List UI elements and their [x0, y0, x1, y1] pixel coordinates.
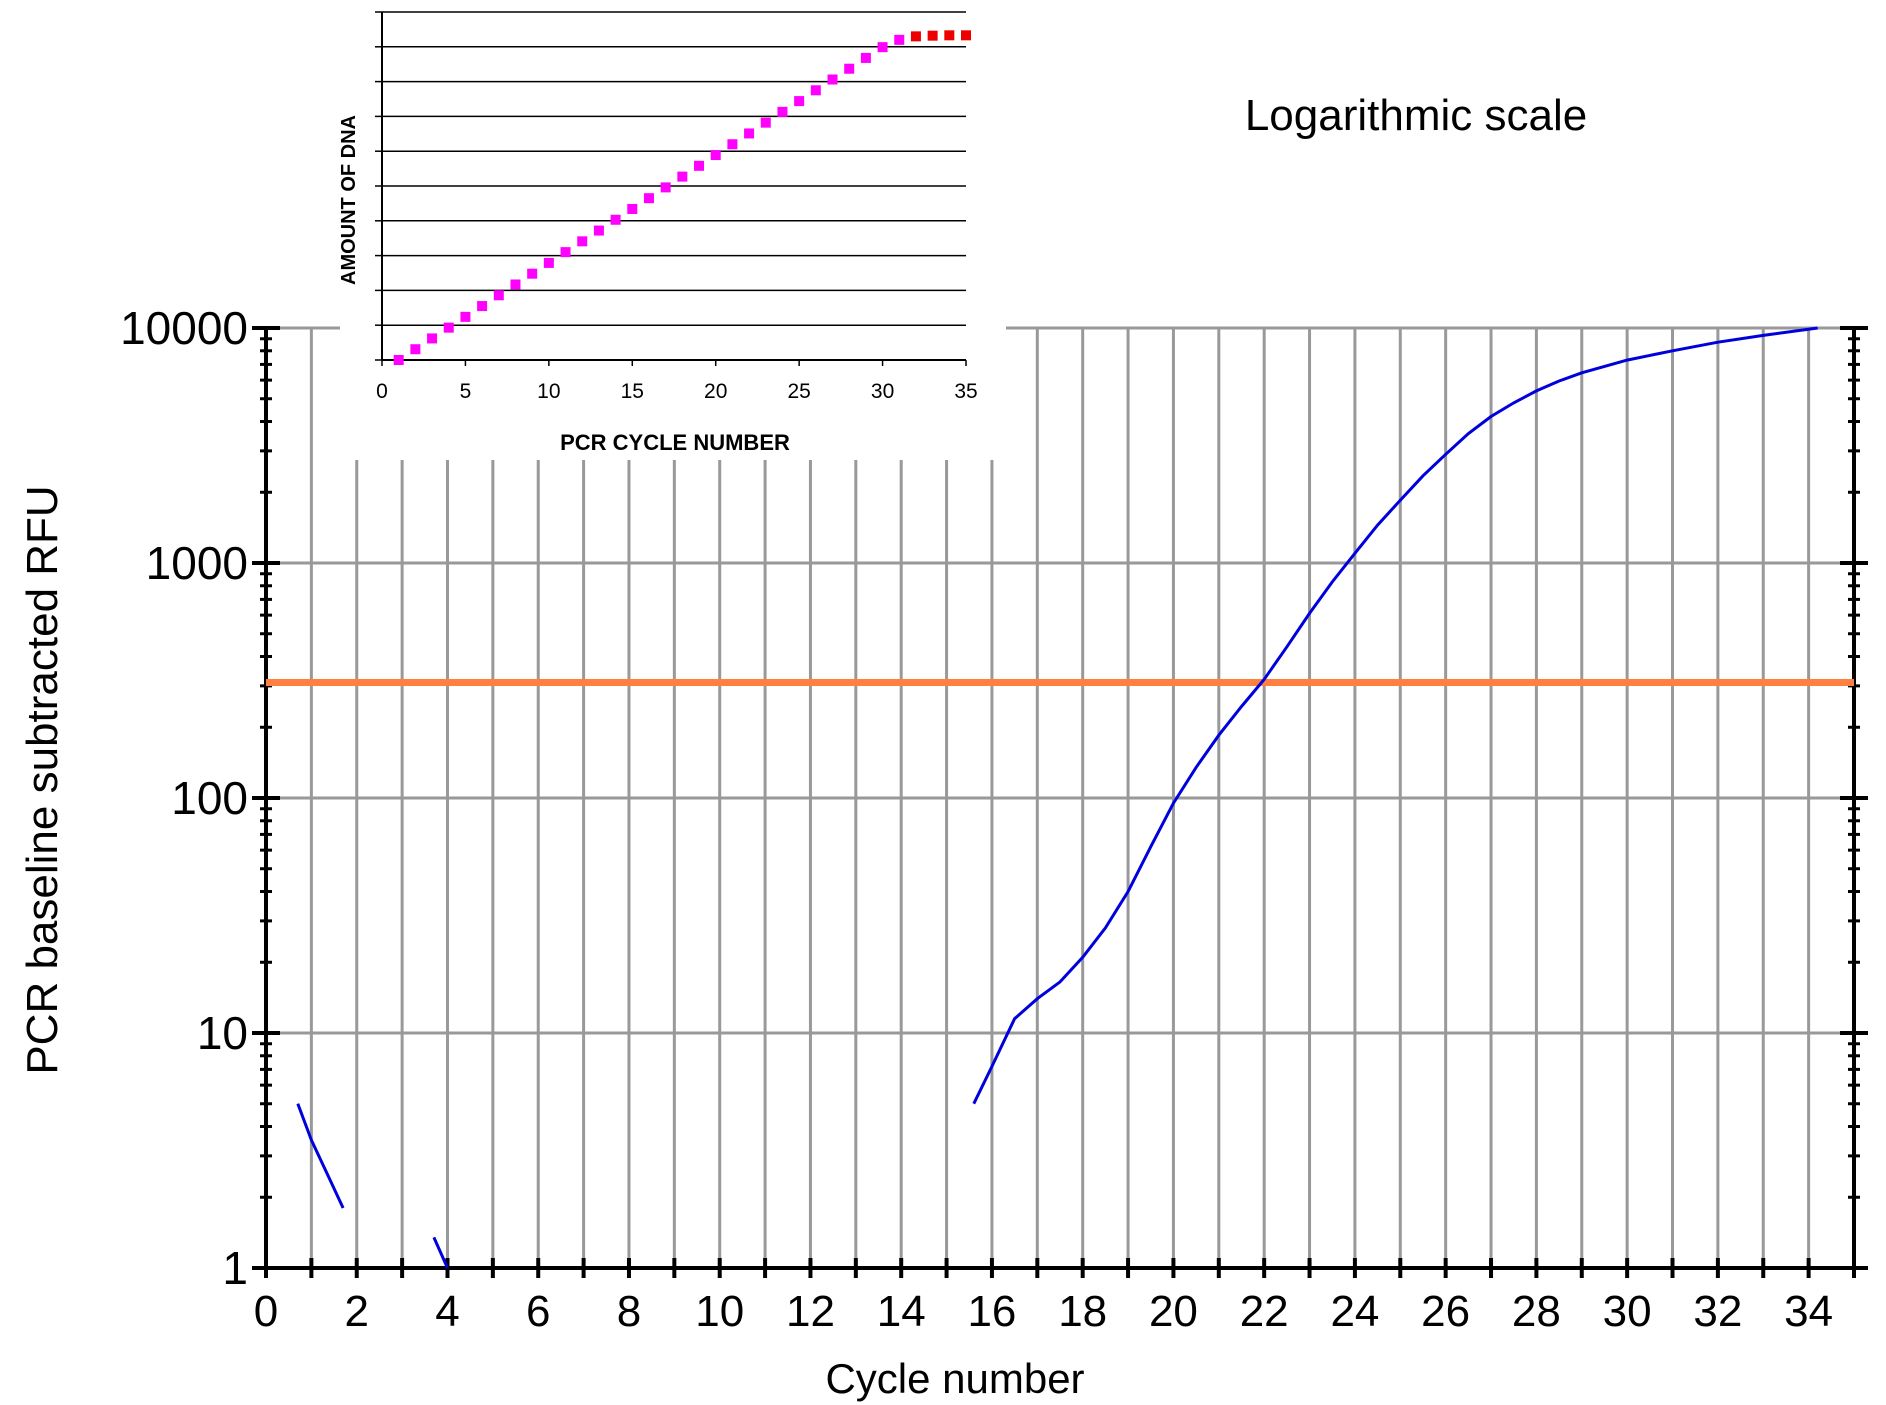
x-axis-label: Cycle number [825, 1355, 1084, 1402]
x-tick-label: 2 [345, 1287, 369, 1336]
inset-data-point [727, 139, 738, 150]
inset-data-point [927, 30, 938, 41]
inset-data-point [527, 268, 538, 279]
inset-data-point [577, 236, 588, 247]
inset-data-point [477, 301, 488, 312]
x-tick-label: 12 [786, 1287, 835, 1336]
inset-data-point [543, 257, 554, 268]
x-tick-label: 10 [695, 1287, 744, 1336]
amplification-curve [296, 1103, 345, 1209]
inset-x-tick-label: 15 [621, 380, 644, 403]
x-tick-label: 24 [1330, 1287, 1379, 1336]
main-series-layer [296, 326, 1818, 1269]
chart-title: Logarithmic scale [1245, 91, 1587, 140]
x-tick-label: 26 [1421, 1287, 1470, 1336]
inset-data-point [443, 322, 454, 333]
x-tick-label: 18 [1058, 1287, 1107, 1336]
inset-grid [382, 11, 966, 326]
x-tick-label: 28 [1512, 1287, 1561, 1336]
inset-data-point [560, 247, 571, 258]
inset-x-tick-label: 10 [537, 380, 560, 403]
x-tick-label: 0 [254, 1287, 278, 1336]
inset-x-tick-label: 25 [787, 380, 810, 403]
inset-data-point [593, 225, 604, 236]
inset-background [340, 0, 1006, 460]
y-tick-label: 10 [197, 1007, 248, 1059]
inset-x-axis-label: PCR CYCLE NUMBER [560, 430, 790, 455]
inset-x-tick-label: 20 [704, 380, 727, 403]
main-tick-labels: 0 2 4 6 8 10 12 14 16 18 20 22 24 26 28 30 32 34110100100… [120, 302, 1833, 1336]
inset-x-tick-label: 30 [871, 380, 894, 403]
inset-data-point [860, 52, 871, 63]
inset-data-point [827, 74, 838, 85]
y-axis-label: PCR baseline subtracted RFU [18, 485, 67, 1074]
inset-data-point [810, 85, 821, 96]
inset-data-point [410, 344, 421, 355]
inset-data-point [677, 171, 688, 182]
inset-x-tick-label: 35 [954, 380, 977, 403]
x-tick-label: 22 [1240, 1287, 1289, 1336]
inset-data-point [794, 96, 805, 107]
inset-data-point [777, 106, 788, 117]
x-tick-label: 6 [526, 1287, 550, 1336]
main-axes [252, 326, 1868, 1278]
x-tick-label: 30 [1603, 1287, 1652, 1336]
inset-data-point [760, 117, 771, 128]
inset-data-point [393, 355, 404, 365]
inset-data-point [694, 160, 705, 171]
amplification-curve [972, 326, 1818, 1105]
inset-axes [375, 11, 967, 366]
inset-data-point [944, 30, 955, 41]
y-tick-label: 1000 [146, 537, 248, 589]
inset-data-point [660, 182, 671, 193]
inset-data-point [627, 203, 638, 214]
x-tick-label: 32 [1693, 1287, 1742, 1336]
inset-data-point [961, 30, 971, 41]
inset-y-axis-label: AMOUNT OF DNA [338, 115, 360, 285]
y-tick-label: 100 [171, 772, 248, 824]
x-tick-label: 14 [877, 1287, 926, 1336]
x-tick-label: 8 [617, 1287, 641, 1336]
x-tick-label: 20 [1149, 1287, 1198, 1336]
inset-data-point [910, 31, 921, 42]
inset-data-point [710, 150, 721, 161]
main-chart: 0 2 4 6 8 10 12 14 16 18 20 22 24 26 28 30 32 34110100100… [18, 91, 1868, 1402]
inset-x-tick-label: 0 [376, 380, 388, 403]
inset-data-point [844, 63, 855, 74]
inset-x-tick-label: 5 [460, 380, 472, 403]
inset-data-point [894, 34, 905, 45]
inset-data-point [744, 128, 755, 139]
amplification-curve [432, 1236, 449, 1269]
inset-data-point [643, 193, 654, 204]
x-tick-label: 16 [967, 1287, 1016, 1336]
inset-tick-labels: 0 5 10 15 20 25 30 35 [376, 380, 978, 403]
inset-data-point [610, 214, 621, 225]
x-tick-label: 34 [1784, 1287, 1833, 1336]
inset-data-point [460, 311, 471, 322]
inset-data-point [877, 42, 888, 53]
x-tick-label: 4 [435, 1287, 459, 1336]
inset-data-point [493, 290, 504, 301]
inset-series-layer [393, 30, 971, 365]
y-tick-label: 10000 [120, 302, 248, 354]
inset-data-point [510, 279, 521, 290]
inset-chart: 0 5 10 15 20 25 30 35 PCR CYCLE NUMBER AMOUNT O… [338, 0, 1006, 460]
y-tick-label: 1 [222, 1242, 248, 1294]
inset-data-point [427, 333, 438, 344]
